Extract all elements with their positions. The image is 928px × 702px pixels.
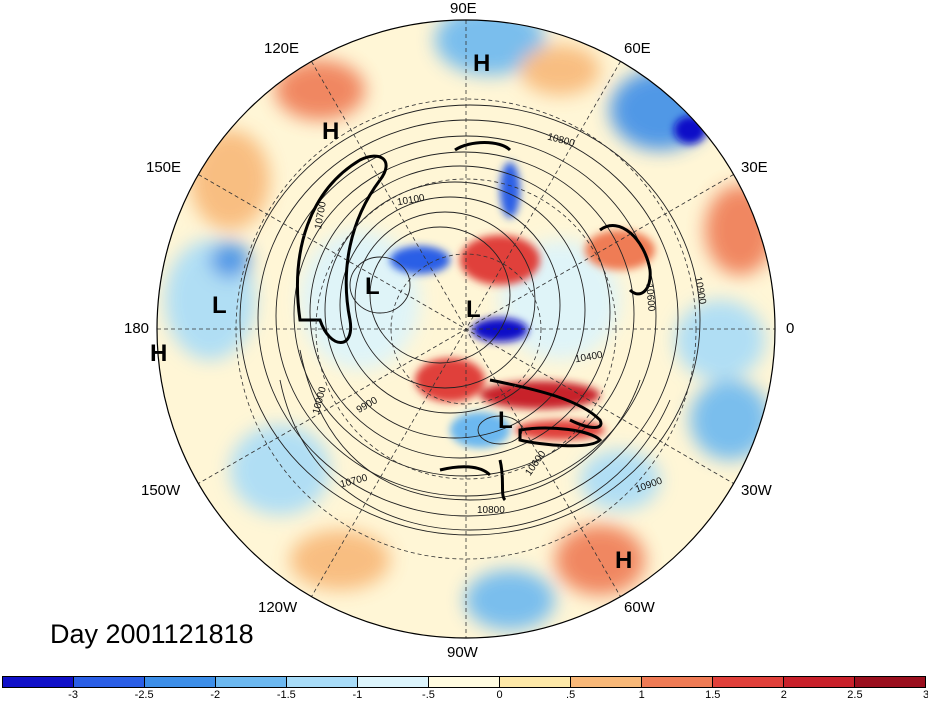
lon-label-30w: 30W xyxy=(741,482,772,499)
high-center-label: H xyxy=(473,50,491,77)
high-center-label: H xyxy=(322,118,340,145)
colorbar-tick-label: -1.5 xyxy=(276,689,296,701)
colorbar-swatch xyxy=(784,677,855,687)
colorbar-tick-label: -3 xyxy=(68,689,78,701)
colorbar-swatch xyxy=(358,677,429,687)
low-center-label: L xyxy=(212,292,227,319)
contour-label: 10600 xyxy=(643,283,657,312)
colorbar-tick-label: 0 xyxy=(496,689,503,701)
colorbar-tick-label: 1.5 xyxy=(705,689,721,701)
day-label: Day 2001121818 xyxy=(50,619,254,649)
colorbar-tick-label: -1 xyxy=(352,689,363,701)
lon-label-180: 180 xyxy=(124,320,150,337)
colorbar-swatch xyxy=(3,677,74,687)
colorbar-tick-label: 2.5 xyxy=(847,689,863,701)
colorbar-swatch xyxy=(216,677,287,687)
lon-label-30e: 30E xyxy=(741,159,768,176)
colorbar-tick-label: 3 xyxy=(922,689,928,701)
lon-label-120w: 120W xyxy=(258,599,298,616)
colorbar-tick-label: 1 xyxy=(638,689,645,701)
colorbar-swatch xyxy=(500,677,571,687)
colorbar-swatch xyxy=(74,677,145,687)
colorbar-swatch xyxy=(642,677,713,687)
lon-label-150w: 150W xyxy=(141,482,181,499)
colorbar-tick-label: -2.5 xyxy=(134,689,154,701)
colorbar-swatch xyxy=(855,677,925,687)
lon-label-0: 0 xyxy=(786,320,795,337)
high-center-label: H xyxy=(150,340,168,367)
low-center-label: L xyxy=(365,273,380,300)
lon-label-60e: 60E xyxy=(624,40,651,57)
colorbar xyxy=(2,676,926,688)
colorbar-tick-label: -.5 xyxy=(422,689,435,701)
high-center-label: H xyxy=(615,547,633,574)
colorbar-tick-label: .5 xyxy=(566,689,576,701)
lon-label-150e: 150E xyxy=(146,159,182,176)
lon-label-60w: 60W xyxy=(624,599,655,616)
colorbar-tick-label: -2 xyxy=(210,689,221,701)
low-center-label: L xyxy=(498,407,513,434)
colorbar-tick-label: 2 xyxy=(780,689,787,701)
low-center-label: L xyxy=(466,296,481,323)
lon-label-90w: 90W xyxy=(447,644,478,661)
map-boundary xyxy=(156,19,776,639)
colorbar-swatch xyxy=(571,677,642,687)
colorbar-swatch xyxy=(429,677,500,687)
colorbar-swatch xyxy=(713,677,784,687)
lon-label-120e: 120E xyxy=(264,40,300,57)
contour-label: 10800 xyxy=(477,505,505,516)
lon-label-90e: 90E xyxy=(450,0,477,17)
graticule xyxy=(157,20,775,638)
colorbar-swatch xyxy=(287,677,358,687)
colorbar-swatch xyxy=(145,677,216,687)
